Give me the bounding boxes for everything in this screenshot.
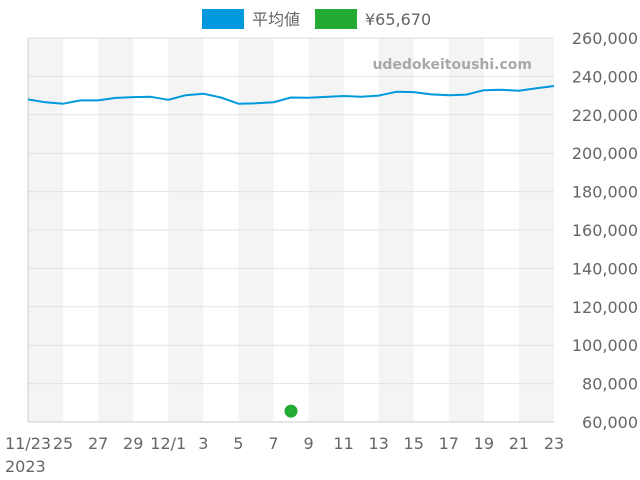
x-tick-label: 5	[233, 434, 243, 453]
x-tick-label: 27	[88, 434, 108, 453]
x-tick-label: 25	[53, 434, 73, 453]
x-tick-label: 21	[509, 434, 529, 453]
y-tick-label: 200,000	[572, 144, 638, 163]
x-tick-label: 29	[123, 434, 143, 453]
legend: 平均値 ¥65,670	[202, 9, 431, 29]
y-tick-label: 160,000	[572, 221, 638, 240]
x-tick-label: 13	[368, 434, 388, 453]
y-tick-label: 220,000	[572, 106, 638, 125]
x-tick-label: 9	[303, 434, 313, 453]
x-tick-label: 15	[404, 434, 424, 453]
x-tick-label: 7	[268, 434, 278, 453]
series-layer	[27, 85, 555, 418]
y-tick-label: 80,000	[582, 375, 638, 394]
x-axis-ticks: 11/23 25 27 29 12/1 3 5 7 9 11 13 15 17 19 21 23 2023	[5, 434, 564, 476]
legend-label-average[interactable]: 平均値	[252, 10, 300, 29]
x-tick-year-label: 2023	[5, 457, 46, 476]
legend-swatch-average[interactable]	[202, 9, 244, 29]
legend-swatch-price[interactable]	[315, 9, 357, 29]
y-tick-label: 100,000	[572, 336, 638, 355]
y-tick-label: 120,000	[572, 298, 638, 317]
y-tick-label: 60,000	[582, 413, 638, 432]
average-price-line	[27, 85, 555, 105]
plot-frame	[27, 37, 554, 423]
price-point	[284, 404, 298, 418]
x-tick-label: 23	[544, 434, 564, 453]
watermark-text: udedokeitoushi.com	[372, 57, 532, 73]
x-tick-label: 19	[474, 434, 494, 453]
x-tick-label: 11/23	[5, 434, 51, 453]
x-tick-label: 12/1	[150, 434, 186, 453]
y-axis-ticks: 60,000 80,000 100,000 120,000 140,000 160,000…	[572, 29, 638, 432]
y-tick-label: 140,000	[572, 259, 638, 278]
y-tick-label: 260,000	[572, 29, 638, 48]
y-tick-label: 240,000	[572, 67, 638, 86]
legend-label-price[interactable]: ¥65,670	[365, 10, 431, 29]
x-tick-label: 3	[198, 434, 208, 453]
x-tick-label: 17	[439, 434, 459, 453]
y-tick-label: 180,000	[572, 183, 638, 202]
x-tick-label: 11	[333, 434, 353, 453]
